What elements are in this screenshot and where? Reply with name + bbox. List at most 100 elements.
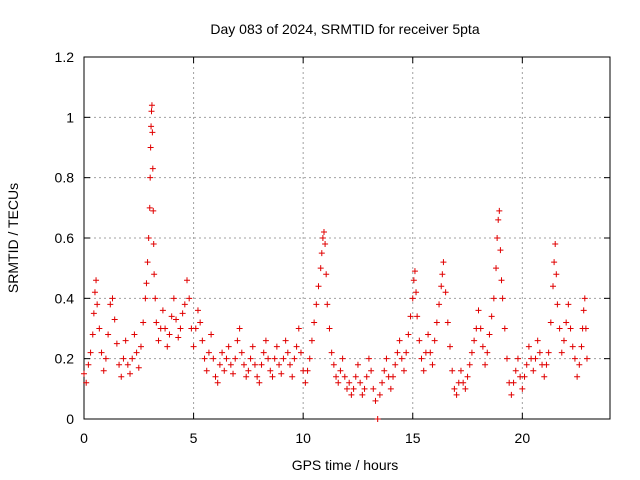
- data-point: [376, 391, 383, 398]
- data-point: [583, 355, 590, 362]
- y-tick-label: 0.8: [55, 170, 75, 186]
- data-point: [553, 271, 560, 278]
- data-point: [269, 373, 276, 380]
- data-point: [563, 319, 570, 326]
- data-point: [96, 325, 103, 332]
- data-point: [508, 391, 515, 398]
- data-point: [238, 349, 245, 356]
- data-point: [490, 295, 497, 302]
- data-point: [457, 367, 464, 374]
- data-point: [278, 370, 285, 377]
- data-point: [109, 295, 116, 302]
- data-point: [339, 355, 346, 362]
- x-tick-label: 20: [515, 430, 531, 446]
- data-point: [205, 349, 212, 356]
- data-point: [326, 325, 333, 332]
- data-point: [311, 319, 318, 326]
- data-point: [320, 228, 327, 235]
- data-point: [337, 367, 344, 374]
- data-point: [149, 165, 156, 172]
- data-point: [111, 316, 118, 323]
- data-point: [81, 370, 87, 377]
- data-point: [503, 355, 510, 362]
- data-point: [179, 310, 186, 317]
- data-point: [477, 325, 484, 332]
- data-point: [498, 277, 505, 284]
- y-tick-labels: 0 0.2 0.4 0.6 0.8 1 1.2: [55, 49, 75, 427]
- data-point: [324, 301, 331, 308]
- data-point: [152, 295, 159, 302]
- data-point: [439, 271, 446, 278]
- data-point: [532, 355, 539, 362]
- plot-frame: [83, 56, 611, 420]
- data-point: [147, 144, 154, 151]
- data-point: [236, 325, 243, 332]
- data-point: [203, 367, 210, 374]
- data-point: [521, 373, 528, 380]
- data-point: [330, 361, 337, 368]
- data-point: [383, 355, 390, 362]
- data-point: [225, 343, 232, 350]
- data-point: [197, 319, 204, 326]
- data-point: [232, 355, 239, 362]
- data-point: [525, 343, 532, 350]
- data-point: [556, 325, 563, 332]
- data-point: [153, 319, 160, 326]
- data-point: [260, 349, 267, 356]
- data-point: [147, 174, 154, 181]
- data-point: [168, 313, 175, 320]
- data-point: [409, 295, 416, 302]
- data-point: [90, 310, 97, 317]
- data-point: [547, 319, 554, 326]
- chart-title: Day 083 of 2024, SRMTID for receiver 5pt…: [210, 21, 479, 37]
- data-point: [381, 367, 388, 374]
- data-point: [184, 277, 191, 284]
- y-axis-label: SRMTID / TECUs: [5, 183, 21, 293]
- data-point: [254, 373, 261, 380]
- y-tick-label: 0: [66, 411, 74, 427]
- data-point: [306, 355, 313, 362]
- data-point: [565, 301, 572, 308]
- data-point: [190, 343, 197, 350]
- data-point: [569, 343, 576, 350]
- data-point: [359, 391, 366, 398]
- data-point: [315, 283, 322, 290]
- data-point: [545, 349, 552, 356]
- data-point: [223, 355, 230, 362]
- data-point: [482, 361, 489, 368]
- data-point: [550, 283, 557, 290]
- data-point: [405, 331, 412, 338]
- data-point: [256, 379, 263, 386]
- data-point: [530, 367, 537, 374]
- data-point: [302, 379, 309, 386]
- data-point: [333, 373, 340, 380]
- data-point: [488, 313, 495, 320]
- data-point: [410, 277, 417, 284]
- data-point: [251, 361, 258, 368]
- grid-lines: [84, 57, 610, 419]
- data-point: [267, 367, 274, 374]
- data-point: [444, 319, 451, 326]
- y-tick-label: 1: [66, 109, 74, 125]
- data-points: [81, 102, 590, 422]
- data-point: [418, 355, 425, 362]
- data-point: [427, 349, 434, 356]
- data-point: [323, 271, 330, 278]
- data-point: [148, 102, 155, 109]
- data-point: [348, 391, 355, 398]
- data-point: [449, 367, 456, 374]
- data-point: [166, 331, 173, 338]
- data-point: [319, 235, 326, 241]
- data-point: [186, 295, 193, 302]
- data-point: [249, 343, 256, 350]
- data-point: [361, 385, 368, 392]
- data-point: [181, 301, 188, 308]
- data-point: [372, 397, 379, 404]
- data-point: [234, 337, 241, 344]
- data-point: [416, 337, 423, 344]
- data-point: [98, 349, 105, 356]
- data-point: [370, 385, 377, 392]
- data-point: [271, 355, 278, 362]
- x-tick-label: 5: [190, 430, 198, 446]
- data-point: [466, 361, 473, 368]
